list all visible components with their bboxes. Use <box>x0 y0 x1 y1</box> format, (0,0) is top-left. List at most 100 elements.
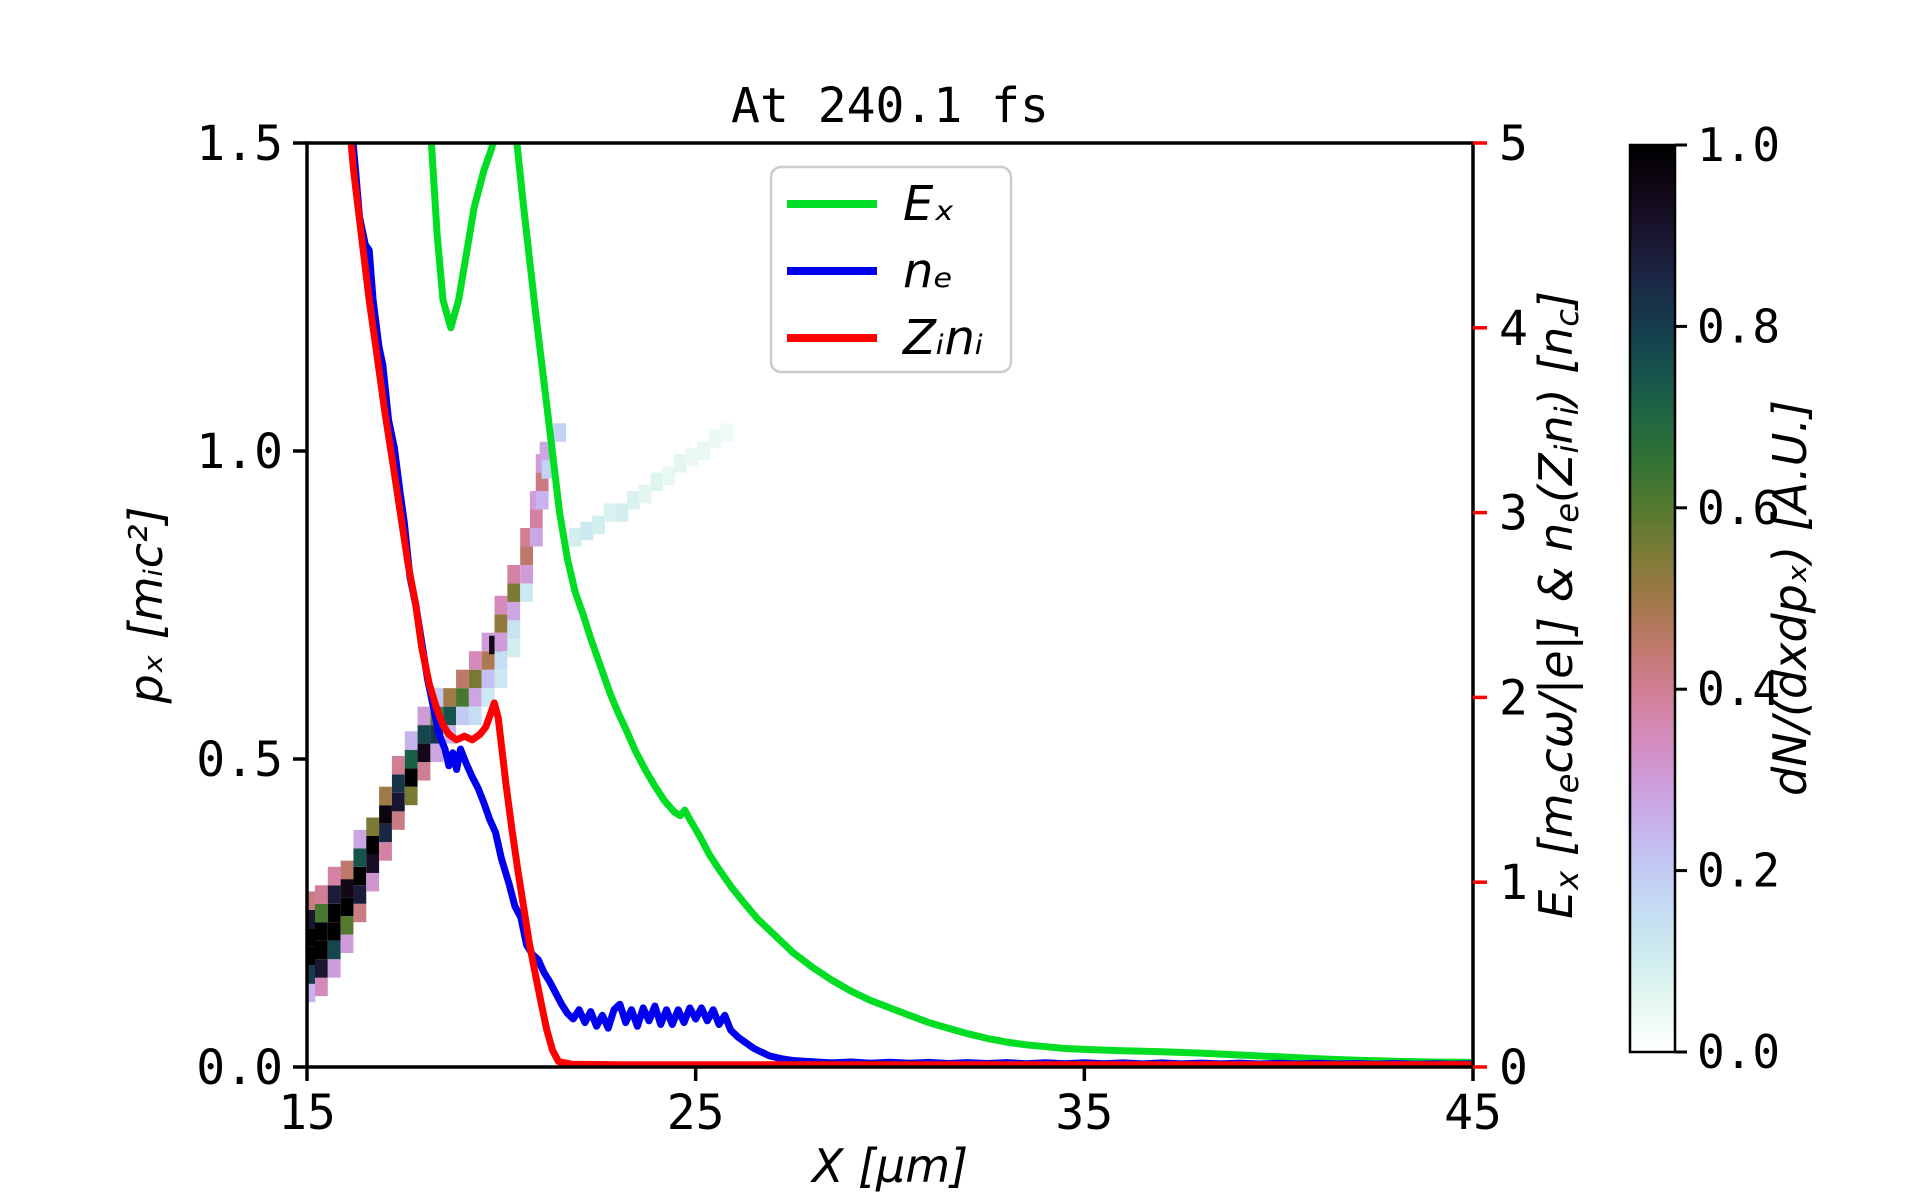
heatmap-cell <box>391 792 405 812</box>
colorbar-tick-label: 1.0 <box>1697 118 1780 172</box>
heatmap-cell <box>520 564 534 584</box>
heatmap-cell <box>327 903 341 923</box>
x-axis-label: X [μm] <box>810 1139 968 1193</box>
heatmap-cell <box>379 786 392 806</box>
heatmap-cell <box>379 842 392 861</box>
heatmap-cell <box>340 879 354 898</box>
heatmap-cell <box>468 706 482 726</box>
colorbar: 0.0 0.2 0.4 0.6 0.8 1.0 <box>1628 118 1780 1079</box>
heatmap-cell <box>340 860 354 880</box>
heatmap-cell <box>353 903 367 923</box>
heatmap-cell <box>307 983 316 1003</box>
heatmap-cell <box>520 583 534 602</box>
heatmap-cell <box>494 669 508 689</box>
heatmap-cell <box>366 854 380 873</box>
heatmap-cell <box>391 811 405 830</box>
heatmap-cell <box>662 466 675 485</box>
heatmap-cell <box>529 509 543 528</box>
heatmap-cell <box>494 651 508 670</box>
colorbar-tick-label: 0.2 <box>1697 844 1780 898</box>
x-tick-label: 25 <box>667 1085 725 1141</box>
heatmap-cell <box>307 891 316 910</box>
y-axis-label-right: Ex [mecω/|e|] & ne(Zini) [nc] <box>1529 291 1586 919</box>
colorbar-tick-label: 0.6 <box>1697 481 1780 535</box>
y-left-tick-label: 1.0 <box>196 424 283 480</box>
heatmap-cell <box>580 521 594 541</box>
heatmap-cell <box>307 946 316 966</box>
series-ne <box>349 143 1473 1067</box>
heatmap-cell <box>417 743 431 763</box>
heatmap-cell <box>481 651 495 670</box>
heatmap-cell <box>307 965 316 984</box>
colorbar-tick-label: 0.0 <box>1697 1025 1780 1079</box>
heatmap-cell <box>494 632 508 652</box>
heatmap-cell <box>366 836 380 855</box>
heatmap-cell <box>327 866 341 886</box>
y-right-tick-label: 1 <box>1499 855 1528 911</box>
y-right-tick-label: 4 <box>1499 301 1528 357</box>
legend-label: Zᵢnᵢ <box>901 310 983 366</box>
heatmap-cell <box>456 669 469 689</box>
heatmap-cell <box>456 688 469 707</box>
legend-label: Eₓ <box>903 176 955 232</box>
heatmap-cell <box>404 749 418 769</box>
legend: Eₓ nₑ Zᵢnᵢ <box>769 165 1013 374</box>
heatmap-cell <box>468 669 482 689</box>
heatmap-cell <box>650 472 664 492</box>
heatmap-cell <box>353 829 367 849</box>
y-right-tick-label: 0 <box>1499 1040 1528 1096</box>
y-left-tick-label: 0.0 <box>196 1040 283 1096</box>
heatmap-cell <box>592 515 605 535</box>
heatmap-cell <box>379 805 392 824</box>
heatmap-cell <box>507 638 521 658</box>
heatmap-cell <box>366 872 380 892</box>
heatmap-cell <box>507 620 521 639</box>
heatmap-cell <box>615 503 629 522</box>
heatmap-cell <box>340 916 354 935</box>
colorbar-tick-label: 0.8 <box>1697 299 1780 353</box>
colorbar-label: dN/(dxdpₓ) [A.U.] <box>1763 400 1817 796</box>
heatmap-cell <box>638 484 652 504</box>
heatmap-cell <box>404 786 418 806</box>
heatmap-cell <box>535 491 549 510</box>
heatmap-cell <box>520 546 534 565</box>
heatmap-cell <box>327 885 341 904</box>
heatmap-cell <box>391 755 405 775</box>
colorbar-gradient <box>1628 143 1677 1054</box>
heatmap-cell <box>529 528 543 547</box>
legend-box <box>769 165 1013 374</box>
heatmap-cell <box>314 922 328 941</box>
heatmap-cell <box>417 725 431 744</box>
heatmap-cell <box>327 959 341 978</box>
colorbar-tick-label: 0.4 <box>1697 662 1780 716</box>
heatmap-cell <box>507 583 521 602</box>
heatmap-cell <box>430 743 444 763</box>
heatmap-cell <box>568 528 582 547</box>
heatmap-cell <box>685 447 699 467</box>
heatmap-cell <box>494 595 508 615</box>
heatmap-cell <box>327 940 341 960</box>
heatmap-cell <box>708 429 722 448</box>
heatmap-cell <box>468 651 482 670</box>
heatmap-cell <box>404 768 418 787</box>
heatmap-cell <box>353 866 367 886</box>
heatmap-cell <box>340 897 354 917</box>
x-tick-label: 15 <box>278 1085 336 1141</box>
heatmap-cell <box>391 774 405 793</box>
heatmap-cell <box>417 706 431 726</box>
heatmap-cell <box>314 903 328 923</box>
heatmap-cell <box>697 441 710 461</box>
heatmap-cell <box>507 564 521 584</box>
plot-border <box>305 141 1475 1069</box>
heatmap-cell <box>673 454 687 473</box>
heatmap-cell <box>603 503 617 522</box>
heatmap-cell <box>481 669 495 689</box>
series-layer <box>347 143 1473 1067</box>
heatmap-cell <box>307 909 316 929</box>
heatmap-cell <box>456 706 469 726</box>
series-Ex <box>427 143 1473 1066</box>
y-left-tick-label: 0.5 <box>196 732 283 788</box>
